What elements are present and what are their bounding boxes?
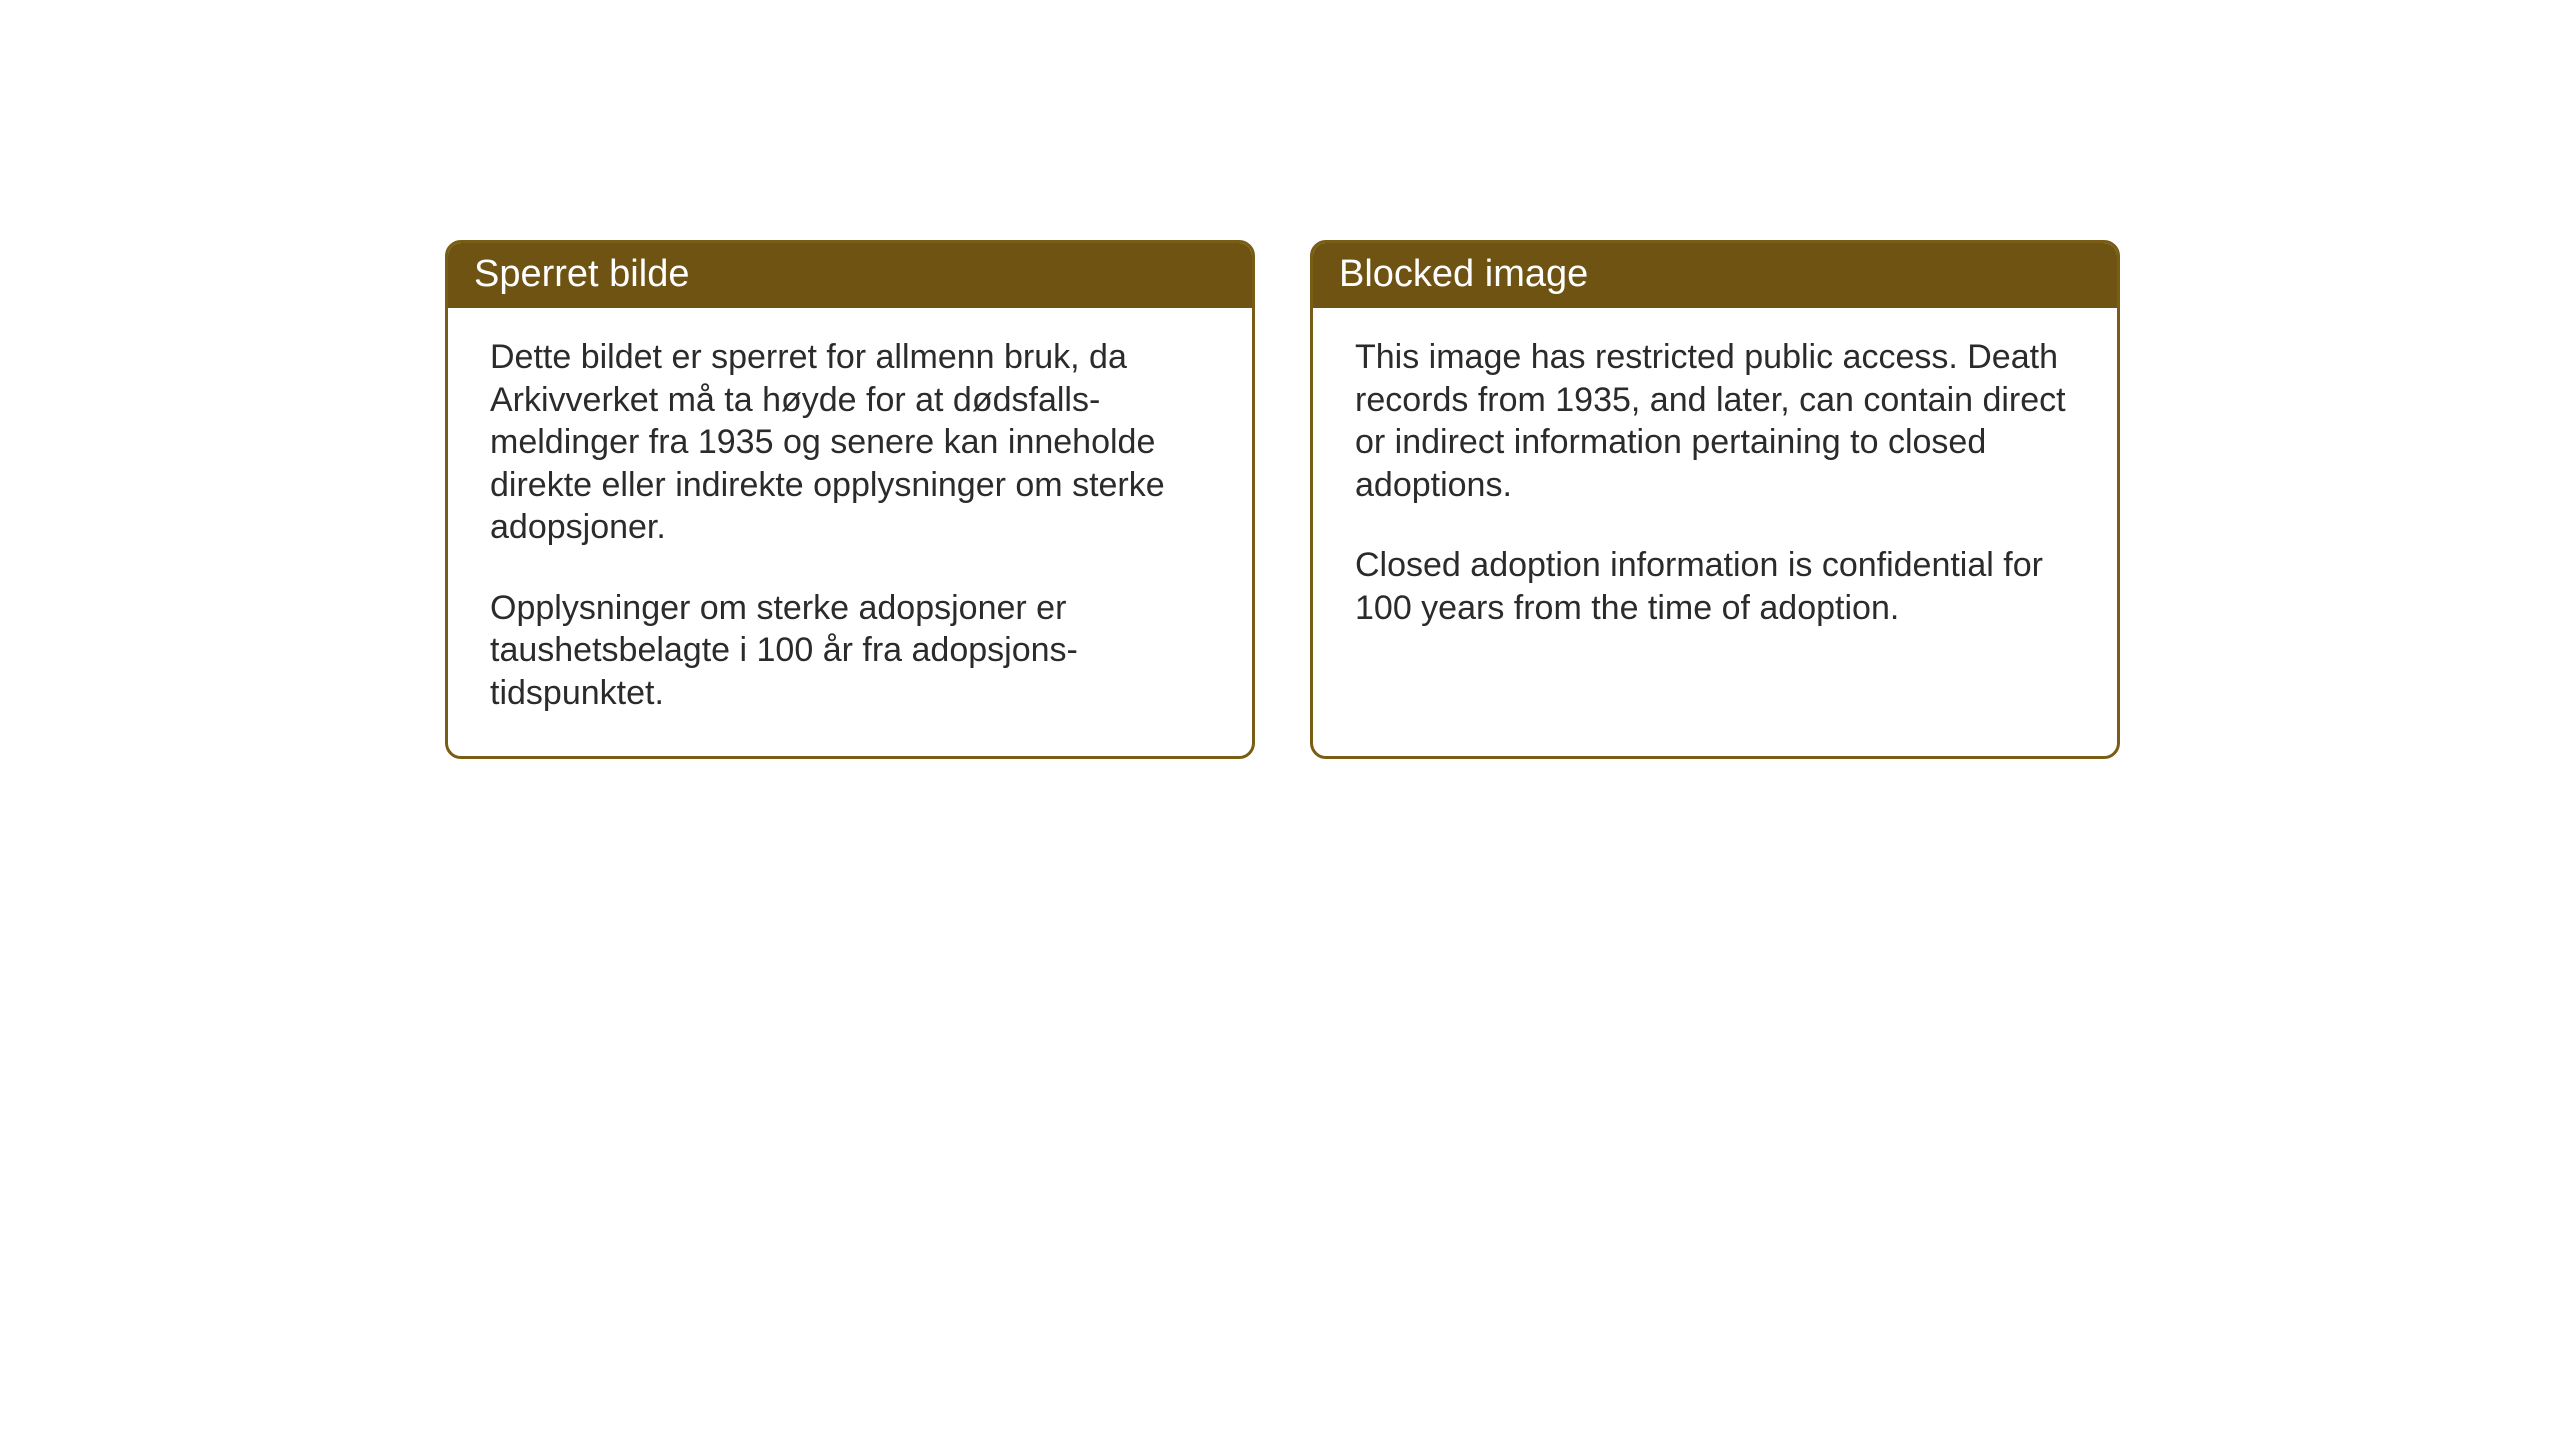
card-body-norwegian: Dette bildet er sperret for allmenn bruk… [448,308,1252,756]
card-title-norwegian: Sperret bilde [474,253,689,295]
paragraph-1-norwegian: Dette bildet er sperret for allmenn bruk… [490,336,1210,549]
notice-container: Sperret bilde Dette bildet er sperret fo… [445,240,2120,759]
notice-card-english: Blocked image This image has restricted … [1310,240,2120,759]
notice-card-norwegian: Sperret bilde Dette bildet er sperret fo… [445,240,1255,759]
card-body-english: This image has restricted public access.… [1313,308,2117,748]
card-title-english: Blocked image [1339,253,1588,295]
paragraph-2-english: Closed adoption information is confident… [1355,544,2075,629]
card-header-norwegian: Sperret bilde [448,243,1252,308]
paragraph-2-norwegian: Opplysninger om sterke adopsjoner er tau… [490,587,1210,715]
card-header-english: Blocked image [1313,243,2117,308]
paragraph-1-english: This image has restricted public access.… [1355,336,2075,506]
